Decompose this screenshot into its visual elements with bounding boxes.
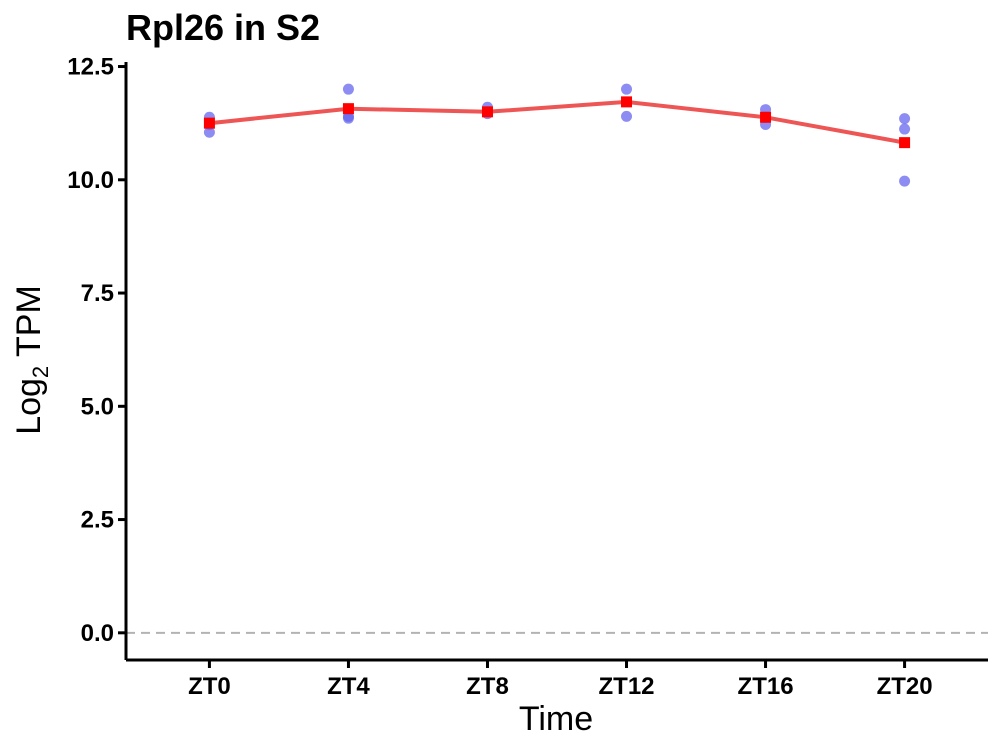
mean-point <box>481 106 493 118</box>
mean-point <box>342 103 354 115</box>
y-tick-label: 2.5 <box>81 507 114 534</box>
replicate-point <box>899 113 911 125</box>
mean-line <box>209 99 905 145</box>
mean-point <box>899 137 911 149</box>
replicate-point <box>899 123 911 135</box>
plot-area: 0.0 2.5 5.0 7.5 10.0 12.5 ZT0 ZT4 ZT8 ZT12 ZT16 ZT2… <box>67 54 988 700</box>
chart-title: Rpl26 in S2 <box>126 7 320 48</box>
x-axis-title: Time <box>519 700 593 738</box>
y-tick-label: 5.0 <box>81 393 114 420</box>
replicate-point <box>621 83 633 95</box>
x-tick-label: ZT12 <box>599 673 655 700</box>
y-tick-label: 7.5 <box>81 280 114 307</box>
replicate-point <box>342 112 354 124</box>
x-tick-label: ZT4 <box>327 673 370 700</box>
replicate-point <box>899 175 911 187</box>
replicate-point <box>203 126 215 138</box>
mean-point <box>621 96 633 108</box>
y-tick-label: 0.0 <box>81 620 114 647</box>
y-tick-label: 12.5 <box>67 54 114 81</box>
x-tick-label: ZT16 <box>738 673 794 700</box>
x-tick-label: ZT8 <box>466 673 509 700</box>
x-tick-label: ZT20 <box>877 673 933 700</box>
x-tick-label: ZT0 <box>188 673 231 700</box>
y-tick-label: 10.0 <box>67 167 114 194</box>
replicate-point <box>342 83 354 95</box>
mean-point <box>203 117 215 129</box>
mean-point <box>760 111 772 123</box>
replicate-point <box>621 110 633 122</box>
y-axis-title: Log2 TPM <box>10 285 53 435</box>
